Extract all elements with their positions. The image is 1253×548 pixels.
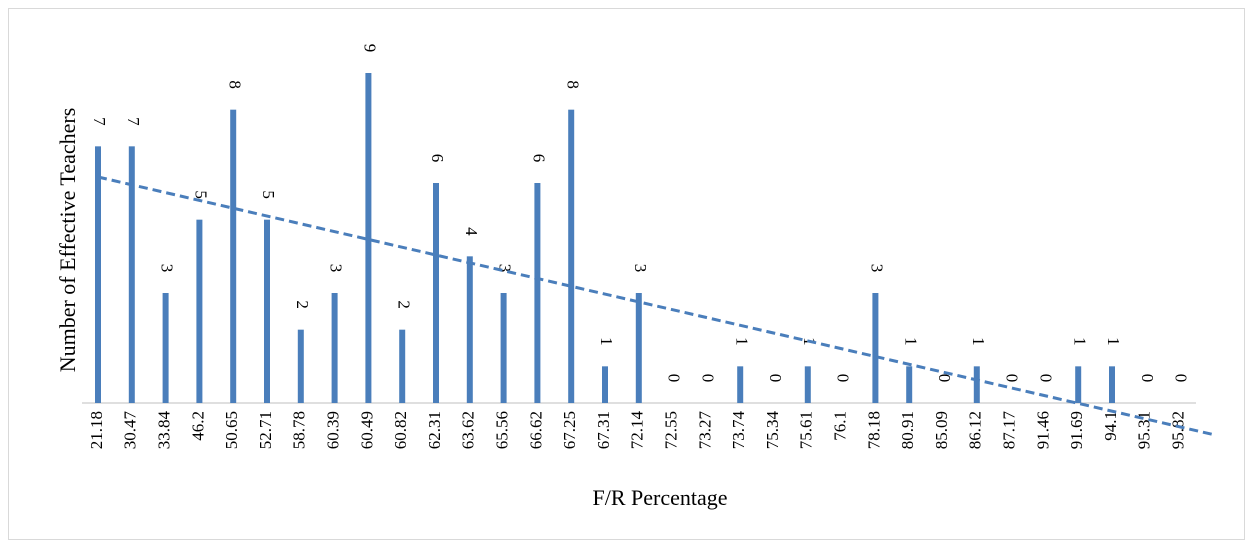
trendline [97, 175, 1214, 437]
value-label: 6 [428, 154, 447, 163]
bar [162, 293, 169, 403]
y-axis-title: Number of Effective Teachers [55, 108, 80, 373]
x-tick-label: 91.69 [1067, 411, 1086, 449]
value-label: 8 [225, 80, 244, 89]
bar [534, 183, 541, 403]
value-label: 0 [698, 374, 717, 383]
x-tick-label: 60.39 [324, 411, 343, 449]
bar [973, 366, 980, 403]
x-tick-label: 73.74 [729, 411, 748, 450]
value-label: 1 [901, 337, 920, 346]
value-label: 0 [766, 374, 785, 383]
x-tick-label: 50.65 [222, 411, 241, 449]
value-label: 7 [90, 117, 109, 126]
x-tick-label: 21.18 [87, 411, 106, 449]
x-tick-label: 67.25 [560, 411, 579, 449]
value-label: 1 [1070, 337, 1089, 346]
bar [128, 146, 135, 404]
x-tick-label: 72.14 [628, 411, 647, 450]
x-tick-label: 80.91 [898, 411, 917, 449]
bar [906, 366, 913, 403]
value-label: 8 [563, 80, 582, 89]
bar [196, 219, 203, 403]
x-tick-label: 78.18 [864, 411, 883, 449]
bar [635, 293, 642, 403]
bar [804, 366, 811, 403]
x-tick-label: 75.61 [797, 411, 816, 449]
x-axis-title: F/R Percentage [592, 485, 727, 510]
bar [95, 146, 101, 404]
x-tick-label: 87.17 [1000, 411, 1019, 450]
value-label: 3 [496, 264, 515, 273]
bar [433, 183, 439, 403]
bar [331, 293, 338, 403]
bar [466, 256, 473, 403]
bar [399, 329, 406, 403]
bar [500, 293, 507, 403]
x-tick-label: 76.1 [831, 411, 850, 441]
x-tick-label: 62.31 [425, 411, 444, 449]
bar [365, 73, 372, 403]
value-label: 3 [158, 264, 177, 273]
x-tick-label: 33.84 [155, 411, 174, 450]
value-label: 1 [597, 337, 616, 346]
value-label: 0 [1036, 374, 1055, 383]
value-label: 5 [191, 190, 210, 199]
x-tick-label: 66.62 [526, 411, 545, 449]
value-label: 3 [867, 264, 886, 273]
x-tick-label: 72.55 [662, 411, 681, 449]
x-tick-label: 73.27 [695, 411, 714, 450]
bar [602, 366, 608, 403]
value-label: 0 [1172, 374, 1191, 383]
x-tick-label: 46.2 [188, 411, 207, 441]
value-label: 0 [834, 374, 853, 383]
value-label: 4 [462, 227, 481, 236]
value-label: 1 [969, 337, 988, 346]
bar [264, 219, 270, 403]
value-label: 5 [259, 190, 278, 199]
x-tick-label: 91.46 [1033, 411, 1052, 449]
x-tick-label: 65.56 [493, 411, 512, 449]
x-tick-label: 30.47 [121, 411, 140, 450]
x-tick-label: 85.09 [932, 411, 951, 449]
chart-border [8, 8, 1245, 540]
bar [1075, 366, 1082, 403]
bar [230, 109, 237, 404]
x-tick-label: 63.62 [459, 411, 478, 449]
value-label: 3 [631, 264, 650, 273]
x-tick-label: 52.71 [256, 411, 275, 449]
x-tick-label: 58.78 [290, 411, 309, 449]
value-label: 6 [529, 154, 548, 163]
bar [1109, 366, 1115, 403]
value-label: 1 [1104, 337, 1123, 346]
x-tick-label: 94.1 [1101, 411, 1120, 441]
value-label: 7 [124, 117, 143, 126]
value-label: 9 [360, 44, 379, 53]
value-label: 0 [665, 374, 684, 383]
bar [737, 366, 744, 403]
x-tick-label: 60.82 [391, 411, 410, 449]
value-label: 2 [394, 300, 413, 309]
bar [872, 293, 879, 403]
value-label: 0 [1003, 374, 1022, 383]
x-tick-label: 86.12 [966, 411, 985, 449]
value-label: 3 [327, 264, 346, 273]
bar [568, 109, 575, 404]
x-tick-label: 75.34 [763, 411, 782, 450]
value-label: 0 [935, 374, 954, 383]
value-label: 1 [732, 337, 751, 346]
x-tick-label: 60.49 [357, 411, 376, 449]
bar [297, 329, 304, 403]
value-label: 0 [1138, 374, 1157, 383]
x-tick-label: 67.31 [594, 411, 613, 449]
value-label: 2 [293, 300, 312, 309]
x-tick-label: 95.82 [1169, 411, 1188, 449]
